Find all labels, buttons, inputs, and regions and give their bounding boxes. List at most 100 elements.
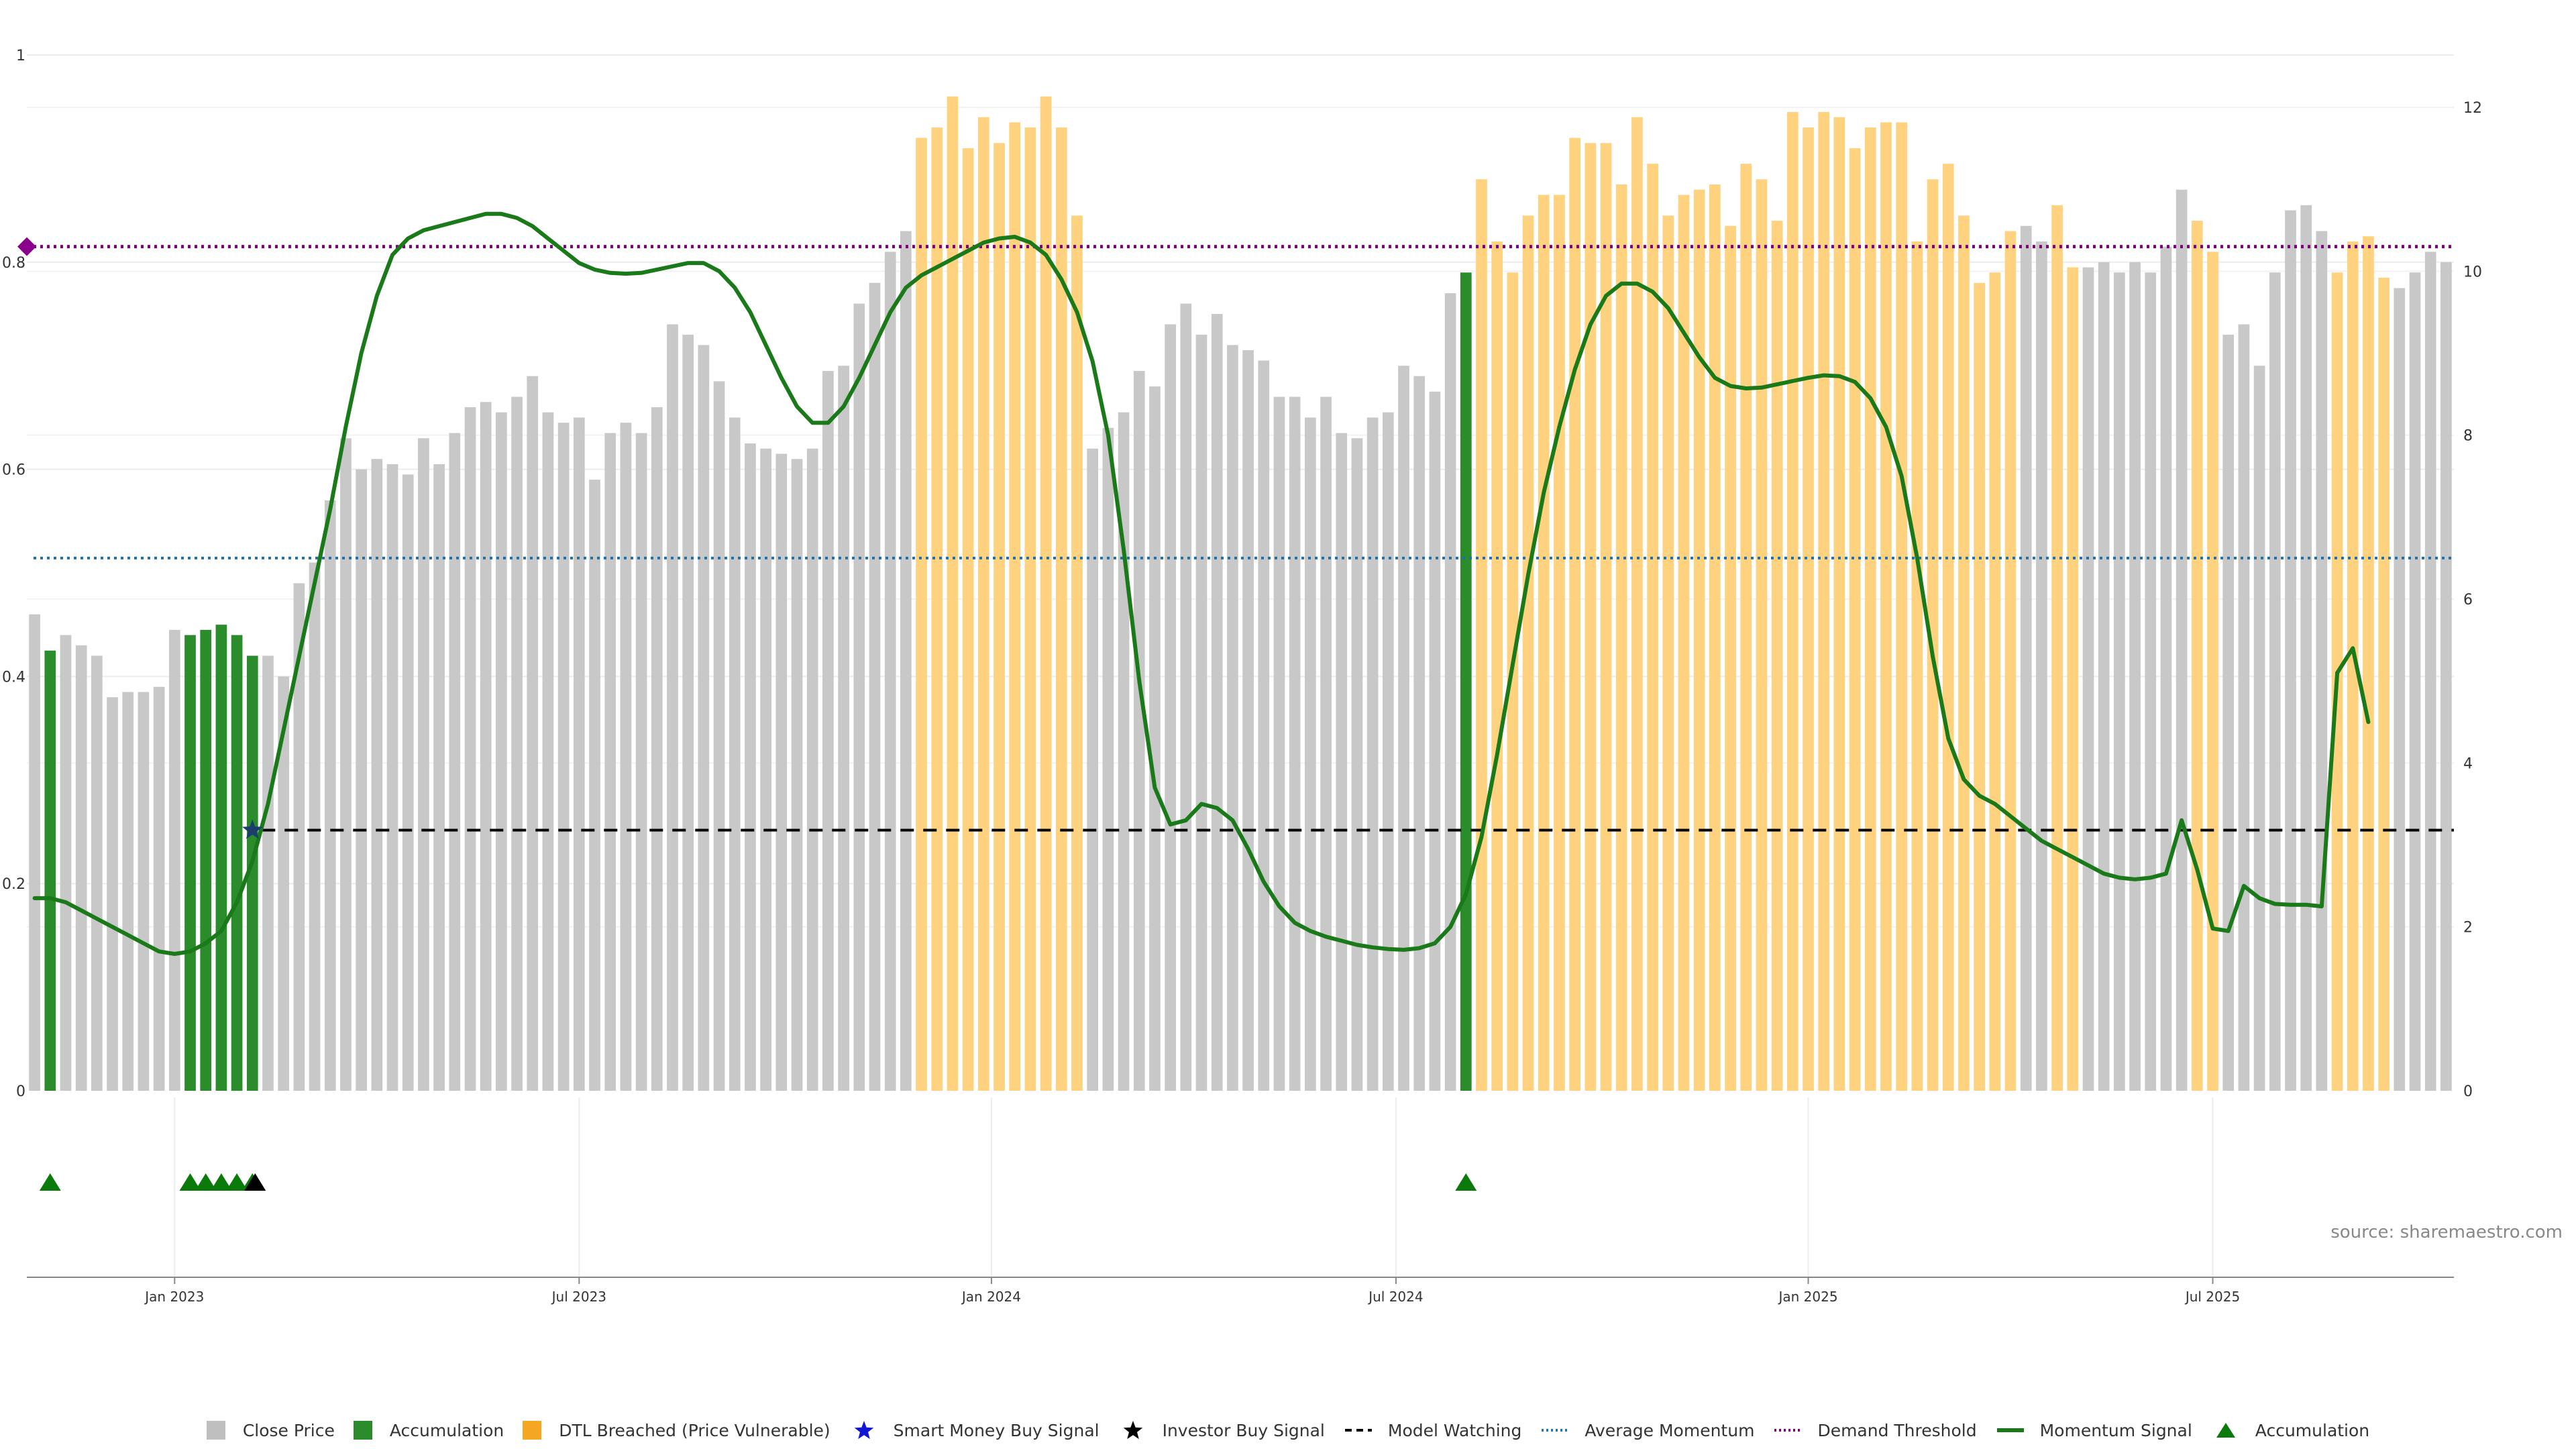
close-price-bar bbox=[1165, 324, 1176, 1091]
close-price-bar bbox=[2020, 225, 2032, 1091]
dtl-breached-bar bbox=[1071, 215, 1083, 1091]
close-price-bar bbox=[1413, 376, 1426, 1091]
dtl-breached-bar bbox=[1554, 195, 1565, 1091]
close-price-bar bbox=[729, 417, 741, 1091]
close-price-bar bbox=[356, 469, 367, 1091]
close-price-bar bbox=[2269, 272, 2281, 1091]
legend-label: Demand Threshold bbox=[1817, 1420, 1977, 1440]
close-price-bar bbox=[29, 614, 40, 1091]
signal-markers bbox=[39, 819, 1477, 1191]
close-price-bar bbox=[667, 324, 678, 1091]
legend-item: Accumulation bbox=[2211, 1420, 2369, 1440]
legend-label: Momentum Signal bbox=[2039, 1420, 2192, 1440]
legend-triangle-icon bbox=[2216, 1423, 2235, 1438]
close-price-bar bbox=[635, 433, 647, 1091]
close-price-bar bbox=[153, 686, 165, 1091]
accumulation-marker bbox=[195, 1173, 217, 1191]
legend-item: Model Watching bbox=[1344, 1420, 1522, 1440]
x-axis-tick-label: Jan 2024 bbox=[961, 1289, 1021, 1305]
dtl-breached-bar bbox=[1942, 164, 1954, 1091]
legend-label: Accumulation bbox=[2255, 1420, 2370, 1440]
close-price-bar bbox=[309, 562, 321, 1091]
legend-star-icon bbox=[854, 1421, 873, 1440]
dtl-breached-bar bbox=[2378, 277, 2390, 1091]
close-price-bar bbox=[1211, 314, 1223, 1091]
close-price-bar bbox=[2145, 272, 2157, 1091]
momentum-signal-line bbox=[32, 211, 2371, 956]
dtl-breached-bar bbox=[931, 127, 943, 1091]
dtl-breached-bar bbox=[1693, 189, 1705, 1091]
accumulation-bar bbox=[1460, 272, 1472, 1091]
close-price-bar bbox=[91, 655, 103, 1091]
dtl-breached-bar bbox=[1725, 225, 1736, 1091]
close-price-bar bbox=[2253, 366, 2265, 1091]
close-price-bar bbox=[1102, 427, 1114, 1091]
accumulation-bar bbox=[246, 655, 258, 1091]
legend-item: Investor Buy Signal bbox=[1118, 1420, 1325, 1440]
right-axis-tick-label: 10 bbox=[2463, 264, 2482, 280]
dtl-breached-bar bbox=[1569, 138, 1580, 1091]
dtl-breached-bar bbox=[916, 138, 927, 1091]
close-price-bar bbox=[869, 282, 881, 1091]
close-price-bar bbox=[324, 500, 336, 1091]
close-price-bar bbox=[2300, 205, 2312, 1091]
accumulation-bar bbox=[184, 635, 196, 1091]
close-price-bar bbox=[884, 252, 896, 1091]
dtl-breached-bar bbox=[1009, 122, 1021, 1091]
dtl-breached-bar bbox=[1927, 179, 1939, 1091]
accumulation-bar bbox=[215, 625, 227, 1091]
close-price-bar bbox=[682, 334, 694, 1091]
legend-square-icon bbox=[206, 1421, 225, 1440]
close-price-bar bbox=[1429, 391, 1441, 1091]
close-price-bar bbox=[900, 231, 912, 1091]
close-price-bar bbox=[2316, 231, 2328, 1091]
close-price-bar bbox=[340, 438, 352, 1091]
close-price-bar bbox=[278, 676, 290, 1091]
dtl-breached-bar bbox=[1631, 117, 1643, 1091]
dtl-breached-bar bbox=[1880, 122, 1892, 1091]
close-price-bar bbox=[1320, 396, 1332, 1091]
close-price-bar bbox=[1087, 448, 1099, 1091]
dtl-breached-bar bbox=[1585, 143, 1597, 1091]
legend-label: Investor Buy Signal bbox=[1162, 1420, 1325, 1440]
dtl-breached-bar bbox=[1958, 215, 1970, 1091]
close-price-bar bbox=[604, 433, 616, 1091]
close-price-bar bbox=[293, 583, 305, 1091]
dtl-breached-bar bbox=[1911, 241, 1923, 1091]
close-price-bar bbox=[1242, 350, 1254, 1091]
accumulation-marker bbox=[179, 1173, 201, 1191]
dtl-breached-bar bbox=[1476, 179, 1487, 1091]
dtl-breached-bar bbox=[2347, 241, 2359, 1091]
dtl-breached-bar bbox=[1756, 179, 1768, 1091]
legend-label: Model Watching bbox=[1387, 1420, 1522, 1440]
close-price-bar bbox=[775, 453, 788, 1091]
investor-buy-signal-star bbox=[242, 819, 263, 839]
close-price-bar bbox=[480, 402, 492, 1091]
close-price-bar bbox=[138, 692, 150, 1091]
left-axis-tick-label: 0.2 bbox=[2, 876, 25, 893]
close-price-bar bbox=[527, 376, 539, 1091]
legend-item: Accumulation bbox=[353, 1421, 504, 1440]
legend-label: DTL Breached (Price Vulnerable) bbox=[559, 1420, 830, 1440]
close-price-bar bbox=[60, 635, 72, 1091]
left-axis-tick-label: 1 bbox=[16, 48, 25, 64]
dtl-breached-bar bbox=[1818, 111, 1830, 1091]
close-price-bar bbox=[2440, 262, 2452, 1091]
accumulation-marker bbox=[39, 1173, 61, 1191]
close-price-bar bbox=[1227, 345, 1238, 1091]
dtl-breached-bar bbox=[1522, 215, 1534, 1091]
close-price-bar bbox=[589, 480, 600, 1091]
legend-dot-icon bbox=[1774, 1429, 1802, 1432]
right-axis-tick-label: 12 bbox=[2463, 100, 2482, 117]
legend-item: Demand Threshold bbox=[1773, 1420, 1977, 1440]
right-axis-tick-label: 8 bbox=[2463, 428, 2473, 445]
dtl-breached-bar bbox=[1833, 117, 1845, 1091]
close-price-bar bbox=[1133, 370, 1145, 1091]
close-price-bar bbox=[542, 412, 554, 1091]
close-price-bar bbox=[371, 459, 383, 1091]
left-axis-tick-label: 0.6 bbox=[2, 462, 25, 479]
dtl-breached-bar bbox=[1849, 148, 1861, 1091]
dtl-breached-bar bbox=[1786, 111, 1799, 1091]
left-axis-tick-label: 0 bbox=[16, 1083, 25, 1100]
